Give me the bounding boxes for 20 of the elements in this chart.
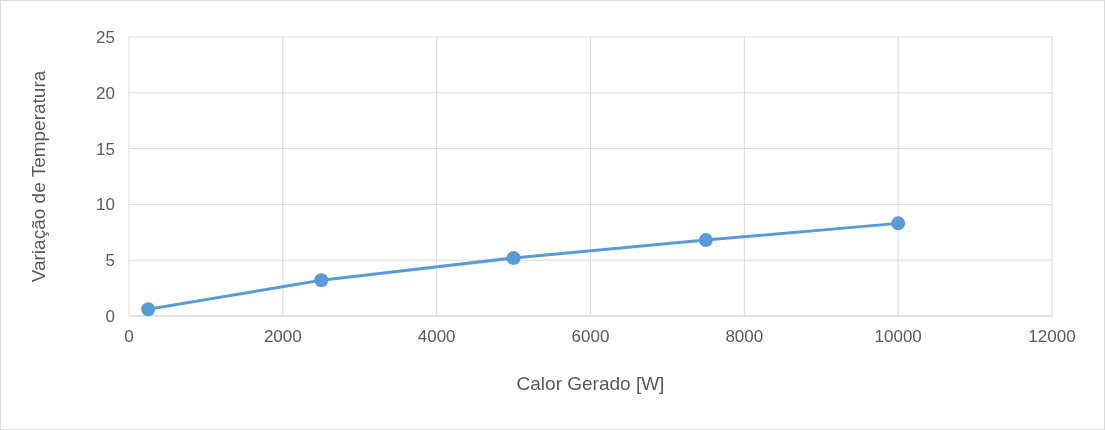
y-tick-label: 25 [96,28,115,47]
y-tick-label: 0 [105,307,115,326]
x-tick-label: 10000 [874,327,922,346]
point [506,250,521,265]
x-tick-label: 6000 [571,327,610,346]
x-tick-label: 8000 [725,327,764,346]
point [141,302,156,317]
x-tick-label: 2000 [263,327,302,346]
y-tick-label: 5 [105,251,115,271]
y-tick-label: 20 [96,83,115,103]
x-tick-label: 4000 [417,327,456,346]
point [314,273,329,288]
point [698,233,713,248]
x-tick-label: 0 [124,327,134,346]
x-axis-title: Calor Gerado [W] [516,373,665,394]
y-tick-label: 10 [96,195,115,215]
y-tick-label: 15 [96,139,115,159]
point [891,216,906,231]
x-tick-label: 12000 [1028,327,1076,346]
y-axis-title: Variação de Temperatura [28,70,49,283]
